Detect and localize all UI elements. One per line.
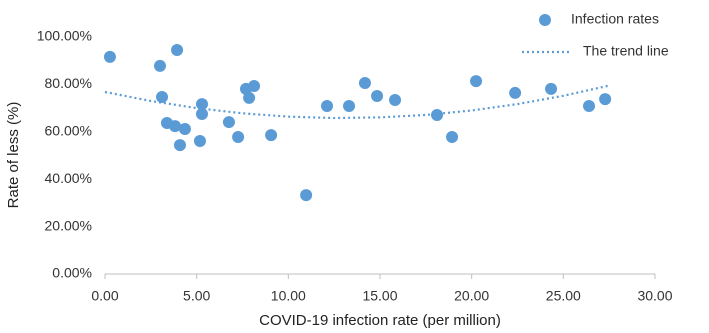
x-tick-label: 0.00 (91, 288, 118, 304)
scatter-point (599, 93, 612, 106)
x-tick-label: 15.00 (362, 288, 397, 304)
scatter-point (583, 99, 595, 112)
scatter-point (154, 59, 166, 72)
scatter-point (173, 139, 186, 152)
scatter-point (265, 129, 278, 142)
x-tick-label: 30.00 (637, 288, 672, 304)
y-tick-label: 100.00% (37, 28, 92, 44)
scatter-point (243, 91, 256, 104)
y-tick-label: 60.00% (45, 123, 92, 139)
trend-line (104, 84, 610, 120)
scatter-point (545, 82, 558, 95)
scatter-point (470, 75, 483, 88)
scatter-point (321, 99, 334, 112)
x-tick-label: 5.00 (183, 288, 210, 304)
y-tick-label: 40.00% (45, 170, 92, 186)
scatter-point (156, 90, 169, 103)
scatter-point (171, 44, 184, 57)
x-axis-title: COVID-19 infection rate (per million) (259, 312, 501, 329)
scatter-point (446, 131, 459, 144)
scatter-point (431, 108, 444, 121)
scatter-point (169, 120, 182, 133)
scatter-point (371, 90, 384, 103)
scatter-point (509, 86, 522, 99)
scatter-point (343, 99, 356, 112)
scatter-point (195, 98, 208, 111)
y-tick-label: 20.00% (45, 217, 92, 233)
y-tick-label: 0.00% (52, 265, 92, 281)
legend-label: The trend line (583, 43, 669, 59)
legend-label: Infection rates (571, 11, 659, 27)
scatter-point (358, 76, 371, 89)
scatter-point (193, 135, 206, 148)
scatter-point (232, 131, 245, 144)
scatter-point (248, 80, 261, 93)
x-tick-label: 20.00 (454, 288, 489, 304)
legend-marker (539, 14, 551, 26)
x-tick-label: 10.00 (271, 288, 306, 304)
y-tick-label: 80.00% (45, 75, 92, 91)
scatter-point (222, 116, 235, 129)
y-axis-title: Rate of less (%) (5, 102, 22, 209)
scatter-point (178, 122, 191, 135)
scatter-point (195, 108, 208, 121)
scatter-point (389, 94, 402, 107)
scatter-point (103, 50, 116, 63)
scatter-point (300, 189, 313, 202)
x-tick-label: 25.00 (546, 288, 581, 304)
